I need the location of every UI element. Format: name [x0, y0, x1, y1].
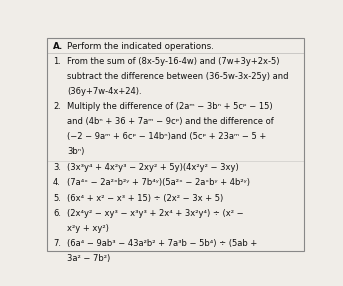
Text: (36y+7w-4x+24).: (36y+7w-4x+24). [67, 87, 142, 96]
FancyBboxPatch shape [47, 38, 304, 251]
Text: (−2 − 9aᵐ + 6cᵖ − 14bⁿ)and (5cᵖ + 23aᵐ − 5 +: (−2 − 9aᵐ + 6cᵖ − 14bⁿ)and (5cᵖ + 23aᵐ −… [67, 132, 267, 141]
Text: (6x⁴ + x² − x³ + 15) ÷ (2x² − 3x + 5): (6x⁴ + x² − x³ + 15) ÷ (2x² − 3x + 5) [67, 194, 224, 202]
Text: (2x⁴y² − xy³ − x³y³ + 2x⁴ + 3x²y⁴) ÷ (x² −: (2x⁴y² − xy³ − x³y³ + 2x⁴ + 3x²y⁴) ÷ (x²… [67, 209, 244, 218]
Text: 3bⁿ): 3bⁿ) [67, 147, 85, 156]
Text: 6.: 6. [53, 209, 61, 218]
Text: 2.: 2. [53, 102, 61, 111]
Text: and (4bⁿ + 36 + 7aᵐ − 9cᵖ) and the difference of: and (4bⁿ + 36 + 7aᵐ − 9cᵖ) and the diffe… [67, 117, 274, 126]
Text: (6a⁴ − 9ab³ − 43a²b² + 7a³b − 5b⁴) ÷ (5ab +: (6a⁴ − 9ab³ − 43a²b² + 7a³b − 5b⁴) ÷ (5a… [67, 239, 258, 248]
Text: Multiply the difference of (2aᵐ − 3bⁿ + 5cᵖ − 15): Multiply the difference of (2aᵐ − 3bⁿ + … [67, 102, 273, 111]
Text: 1.: 1. [53, 57, 61, 66]
Text: 7.: 7. [53, 239, 61, 248]
Text: 3.: 3. [53, 163, 61, 172]
Text: subtract the difference between (36-5w-3x-25y) and: subtract the difference between (36-5w-3… [67, 72, 289, 81]
Text: 3a² − 7b²): 3a² − 7b²) [67, 254, 110, 263]
Text: (3x³y⁴ + 4x²y³ − 2xy² + 5y)(4x²y² − 3xy): (3x³y⁴ + 4x²y³ − 2xy² + 5y)(4x²y² − 3xy) [67, 163, 239, 172]
Text: (7a⁴ˣ − 2a²ˣb²ʸ + 7b⁴ʸ)(5a²ˣ − 2aˣbʸ + 4b²ʸ): (7a⁴ˣ − 2a²ˣb²ʸ + 7b⁴ʸ)(5a²ˣ − 2aˣbʸ + 4… [67, 178, 250, 187]
Text: 5.: 5. [53, 194, 61, 202]
Text: 4.: 4. [53, 178, 61, 187]
Text: Perform the indicated operations.: Perform the indicated operations. [67, 42, 214, 51]
Text: From the sum of (8x-5y-16-4w) and (7w+3y+2x-5): From the sum of (8x-5y-16-4w) and (7w+3y… [67, 57, 280, 66]
Text: A.: A. [53, 42, 63, 51]
Text: x²y + xy²): x²y + xy²) [67, 224, 109, 233]
